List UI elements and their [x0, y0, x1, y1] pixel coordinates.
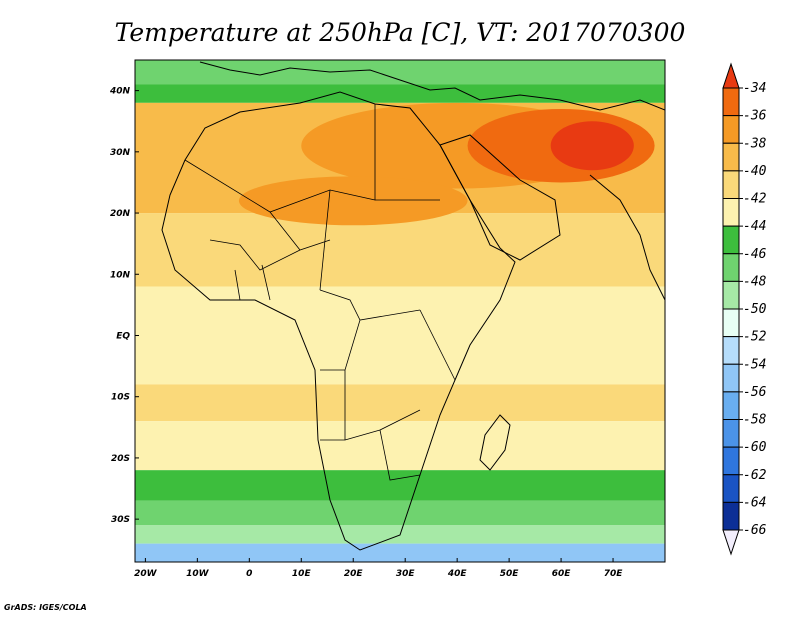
map-plot-area: 20W 10W 0 10E 20E 30E 40E 50E 60E 70E 40N 30N 20N 10… — [109, 59, 666, 579]
temperature-band-7 — [135, 470, 665, 501]
colorbar-label: -48 — [743, 274, 767, 289]
colorbar-label: -42 — [743, 192, 767, 207]
colorbar-label: -60 — [743, 440, 767, 455]
map-title: Temperature at 250hPa [C], VT: 201707030… — [114, 18, 686, 47]
lon-tick-label: 20W — [134, 569, 158, 579]
lat-tick-label: 30S — [111, 515, 130, 525]
map-frame — [134, 59, 666, 563]
colorbar-label: -64 — [743, 495, 766, 510]
colorbar: -34 -36 -38 -40 -42 -44 -46 -48 -50 -52 -54 -56 -58 -… — [722, 62, 767, 556]
madagascar-outline — [479, 414, 511, 471]
temperature-band-0 — [135, 60, 665, 85]
colorbar-top-arrow — [722, 62, 740, 89]
colorbar-label: -56 — [743, 385, 767, 400]
lon-tick-label: 10E — [292, 569, 312, 579]
lat-tick-label: 10N — [110, 270, 131, 280]
colorbar-segment — [722, 336, 740, 365]
lat-tick-label: 20S — [111, 454, 130, 464]
colorbar-label: -50 — [743, 302, 767, 317]
colorbar-bottom-arrow — [722, 529, 740, 556]
colorbar-label: -46 — [743, 247, 767, 262]
colorbar-segment — [722, 391, 740, 420]
colorbar-segment — [722, 308, 740, 338]
colorbar-segment — [722, 115, 740, 144]
colorbar-segment — [722, 142, 740, 172]
lon-tick-label: 50E — [500, 569, 520, 579]
colorbar-segment — [722, 225, 740, 255]
colorbar-label: -44 — [743, 219, 766, 234]
lon-tick-label: 10W — [186, 569, 210, 579]
lon-tick-label: 70E — [604, 569, 624, 579]
colorbar-label: -38 — [743, 136, 767, 151]
lat-tick-label: EQ — [116, 331, 130, 341]
interior-borders — [184, 104, 456, 481]
colorbar-segment — [722, 474, 740, 503]
colorbar-segment — [722, 198, 740, 227]
colorbar-segment — [722, 253, 740, 282]
colorbar-label: -62 — [743, 468, 767, 483]
colorbar-label: -54 — [743, 357, 766, 372]
temperature-band-10 — [135, 543, 665, 562]
colorbar-segment — [722, 280, 740, 310]
colorbar-segment — [722, 87, 740, 117]
colorbar-label: -34 — [743, 81, 766, 96]
lat-tick-label: 20N — [110, 209, 131, 219]
temperature-band-5 — [135, 384, 665, 422]
lon-tick-label: 40E — [447, 569, 468, 579]
colorbar-segment — [722, 446, 740, 476]
temperature-band-4 — [135, 286, 665, 385]
temperature-region-3 — [238, 176, 468, 226]
colorbar-segment — [722, 419, 740, 448]
colorbar-label: -58 — [743, 413, 767, 428]
temperature-band-3 — [135, 213, 665, 287]
lat-tick-label: 40N — [109, 87, 131, 97]
colorbar-segment — [722, 501, 740, 531]
colorbar-label: -40 — [743, 164, 767, 179]
colorbar-segment — [722, 170, 740, 199]
temperature-band-8 — [135, 500, 665, 526]
temperature-contour-fills — [135, 60, 665, 562]
temperature-band-6 — [135, 421, 665, 471]
longitude-ticks: 20W 10W 0 10E 20E 30E 40E 50E 60E 70E — [134, 558, 623, 579]
lon-tick-label: 30E — [396, 569, 416, 579]
lon-tick-label: 60E — [552, 569, 572, 579]
lon-tick-label: 20E — [344, 569, 364, 579]
arabia-outline — [439, 134, 561, 261]
temperature-region-2 — [550, 121, 634, 171]
latitude-ticks: 40N 30N 20N 10N EQ 10S 20S 30S — [109, 87, 139, 525]
temperature-band-1 — [135, 84, 665, 103]
lat-tick-label: 10S — [111, 393, 130, 403]
india-outline — [589, 174, 665, 301]
credit-text: GrADS: IGES/COLA — [4, 603, 87, 612]
country-boundaries — [161, 61, 665, 551]
colorbar-label: -36 — [743, 109, 767, 124]
colorbar-label: -52 — [743, 330, 767, 345]
lat-tick-label: 30N — [110, 148, 131, 158]
colorbar-segment — [722, 363, 740, 393]
colorbar-label: -66 — [743, 523, 767, 538]
lon-tick-label: 0 — [246, 569, 252, 579]
europe-coast — [199, 61, 665, 111]
